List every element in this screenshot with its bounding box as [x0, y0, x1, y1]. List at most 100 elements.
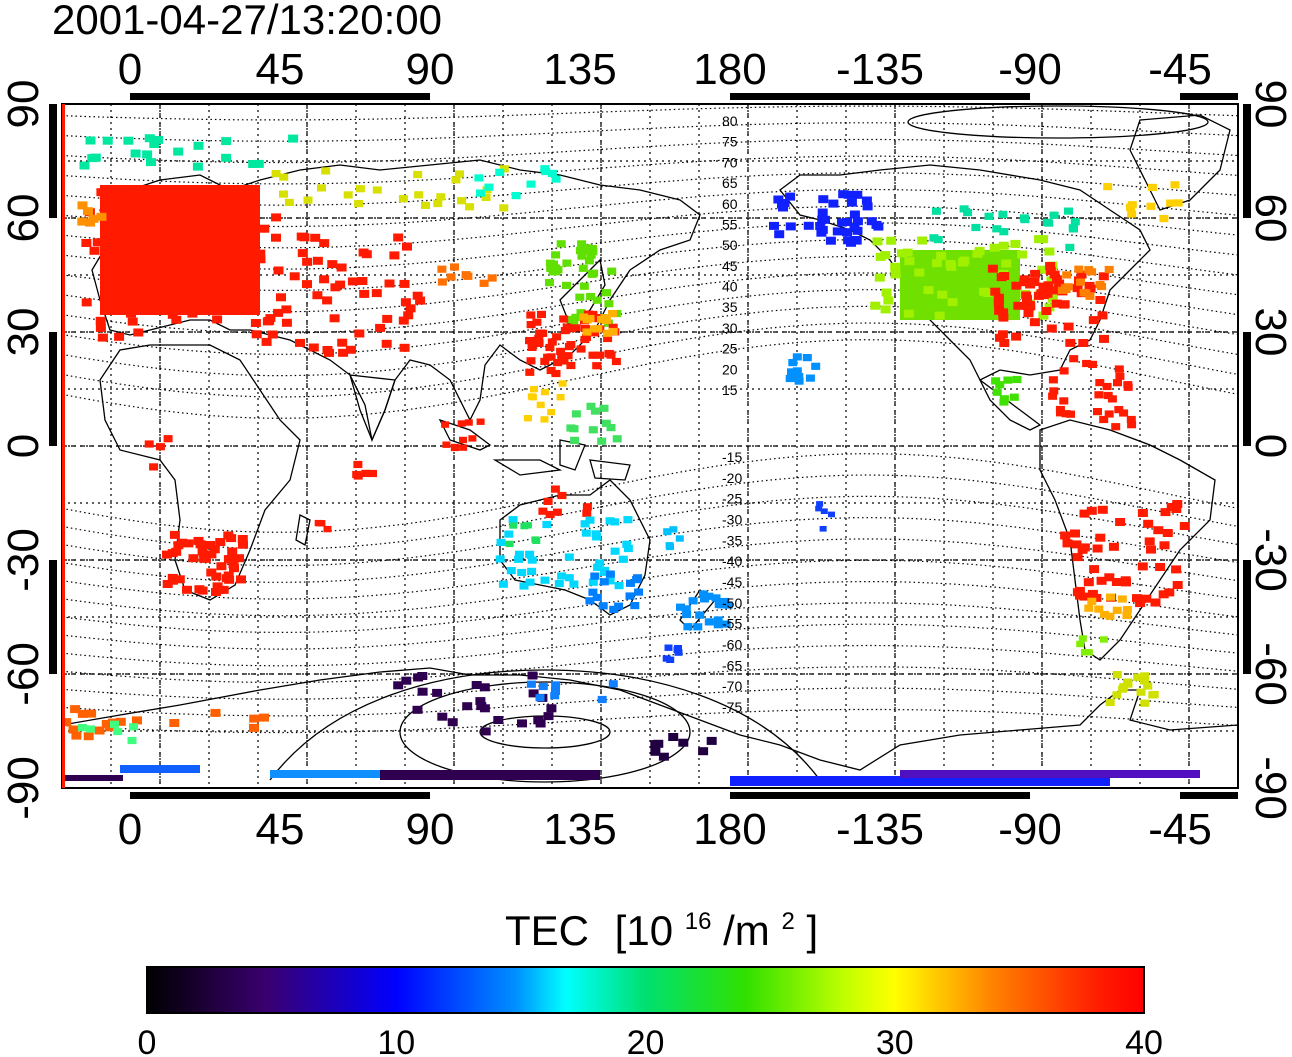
- tec-point: [479, 279, 489, 287]
- tec-point: [1166, 199, 1176, 207]
- tec-point: [579, 282, 589, 290]
- tec-point: [1025, 280, 1036, 289]
- tec-point: [187, 309, 198, 318]
- tec-point: [1041, 307, 1052, 315]
- tec-point: [1094, 605, 1104, 613]
- tec-point: [437, 278, 447, 286]
- tec-point: [384, 279, 395, 288]
- lat-tick-left: -90: [0, 756, 48, 820]
- tec-point: [580, 520, 590, 528]
- tec-point: [592, 362, 602, 370]
- tec-point: [666, 543, 674, 551]
- tec-point: [785, 192, 796, 201]
- tec-point: [551, 251, 561, 259]
- tec-point: [1162, 529, 1173, 537]
- tec-point: [345, 345, 356, 354]
- tec-point: [552, 508, 562, 516]
- tec-point: [215, 538, 226, 546]
- tec-point: [412, 705, 423, 714]
- tec-point: [1062, 271, 1072, 279]
- tec-point: [197, 255, 208, 264]
- tec-point: [499, 204, 509, 212]
- tec-point: [1108, 542, 1119, 551]
- tec-point: [442, 441, 451, 448]
- tec-point: [382, 314, 393, 323]
- tec-point: [543, 497, 553, 505]
- left-edge-red-line: [62, 104, 65, 788]
- tec-point: [474, 174, 484, 182]
- tec-point: [560, 327, 570, 335]
- tec-point: [89, 246, 100, 255]
- tec-point: [264, 316, 275, 325]
- tec-point: [372, 186, 382, 194]
- tec-point: [359, 289, 370, 298]
- tec-point: [843, 190, 854, 199]
- tec-point: [81, 298, 92, 307]
- tec-point: [582, 333, 591, 341]
- tec-point: [417, 672, 428, 680]
- tec-point: [603, 329, 613, 337]
- tec-point: [526, 311, 536, 319]
- tec-point: [123, 136, 134, 145]
- tec-point: [588, 578, 598, 586]
- tec-point: [113, 727, 123, 736]
- tec-point: [1087, 268, 1097, 276]
- tec-point: [917, 236, 928, 245]
- tec-point: [525, 368, 535, 376]
- tec-point: [1084, 604, 1094, 612]
- tec-point: [1150, 598, 1161, 607]
- tec-point: [1059, 367, 1069, 375]
- tec-point: [559, 315, 569, 323]
- tec-point: [399, 279, 410, 288]
- tec-point: [319, 239, 330, 248]
- tec-point: [673, 646, 682, 653]
- tec-point: [527, 671, 538, 680]
- tec-point: [402, 242, 412, 251]
- tec-point: [543, 712, 554, 721]
- tec-point: [598, 602, 608, 610]
- tec-point: [354, 329, 365, 338]
- tec-point: [1127, 201, 1137, 209]
- lon-tick-top: -45: [1148, 45, 1212, 94]
- tec-point: [1146, 202, 1156, 210]
- tec-point: [566, 424, 576, 432]
- tec-point: [279, 173, 289, 181]
- tec-point: [1104, 573, 1115, 582]
- tec-point: [329, 314, 340, 323]
- tec-point: [71, 731, 82, 740]
- tec-point: [1044, 247, 1055, 256]
- tec-point: [173, 147, 184, 156]
- tec-point: [1051, 299, 1062, 308]
- lon-tick-top: 90: [406, 45, 455, 94]
- tec-point: [838, 190, 849, 199]
- tec-point: [713, 616, 723, 624]
- tec-point: [610, 547, 620, 555]
- tec-point: [625, 592, 635, 600]
- tec-point: [713, 621, 723, 629]
- lat-tick-left: -30: [0, 528, 48, 592]
- magnetic-latitude-contours: [62, 105, 1238, 734]
- tec-point: [167, 576, 178, 585]
- tec-point: [896, 249, 907, 258]
- tec-point: [480, 727, 491, 736]
- tec-point: [987, 264, 998, 273]
- tec-point: [205, 541, 216, 549]
- tec-point: [1072, 553, 1083, 562]
- tec-point: [253, 159, 264, 168]
- tec-point: [603, 334, 613, 343]
- tec-point: [83, 732, 94, 741]
- tec-point: [1118, 685, 1128, 693]
- tec-point: [820, 215, 830, 224]
- tec-point: [113, 190, 124, 199]
- tec-point: [238, 205, 249, 214]
- tec-point: [178, 269, 189, 278]
- tec-point: [610, 518, 620, 526]
- tec-point: [547, 408, 556, 416]
- lon-tick-bottom: 180: [693, 805, 766, 854]
- tec-point: [487, 274, 497, 282]
- lat-tick-right: -30: [1246, 528, 1292, 592]
- tec-point: [465, 203, 475, 211]
- tec-point: [600, 566, 610, 574]
- lon-tick-top: -90: [998, 45, 1062, 94]
- tec-point: [481, 193, 491, 201]
